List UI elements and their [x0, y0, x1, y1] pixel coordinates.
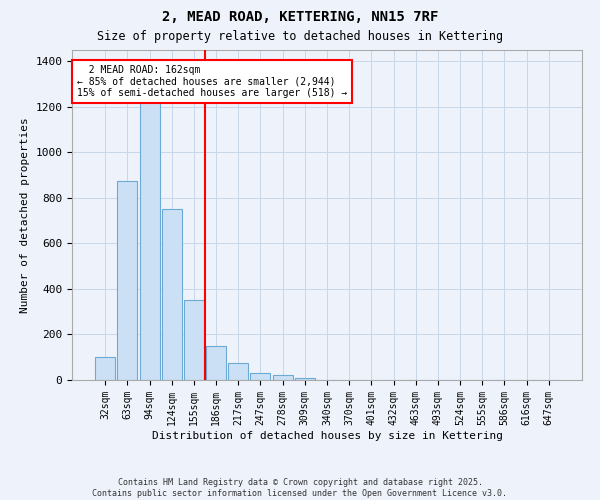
- Text: 2, MEAD ROAD, KETTERING, NN15 7RF: 2, MEAD ROAD, KETTERING, NN15 7RF: [162, 10, 438, 24]
- Text: Contains HM Land Registry data © Crown copyright and database right 2025.
Contai: Contains HM Land Registry data © Crown c…: [92, 478, 508, 498]
- Bar: [206, 346, 226, 380]
- Bar: [118, 181, 137, 380]
- Bar: [250, 373, 271, 380]
- Text: 2 MEAD ROAD: 162sqm
← 85% of detached houses are smaller (2,944)
15% of semi-det: 2 MEAD ROAD: 162sqm ← 85% of detached ho…: [77, 65, 347, 98]
- Bar: [272, 376, 293, 380]
- Bar: [95, 357, 115, 380]
- Bar: [162, 210, 182, 380]
- Bar: [140, 96, 160, 380]
- Bar: [228, 363, 248, 380]
- Y-axis label: Number of detached properties: Number of detached properties: [20, 117, 30, 313]
- Text: Size of property relative to detached houses in Kettering: Size of property relative to detached ho…: [97, 30, 503, 43]
- Bar: [184, 300, 204, 380]
- Bar: [295, 378, 315, 380]
- X-axis label: Distribution of detached houses by size in Kettering: Distribution of detached houses by size …: [151, 430, 503, 440]
